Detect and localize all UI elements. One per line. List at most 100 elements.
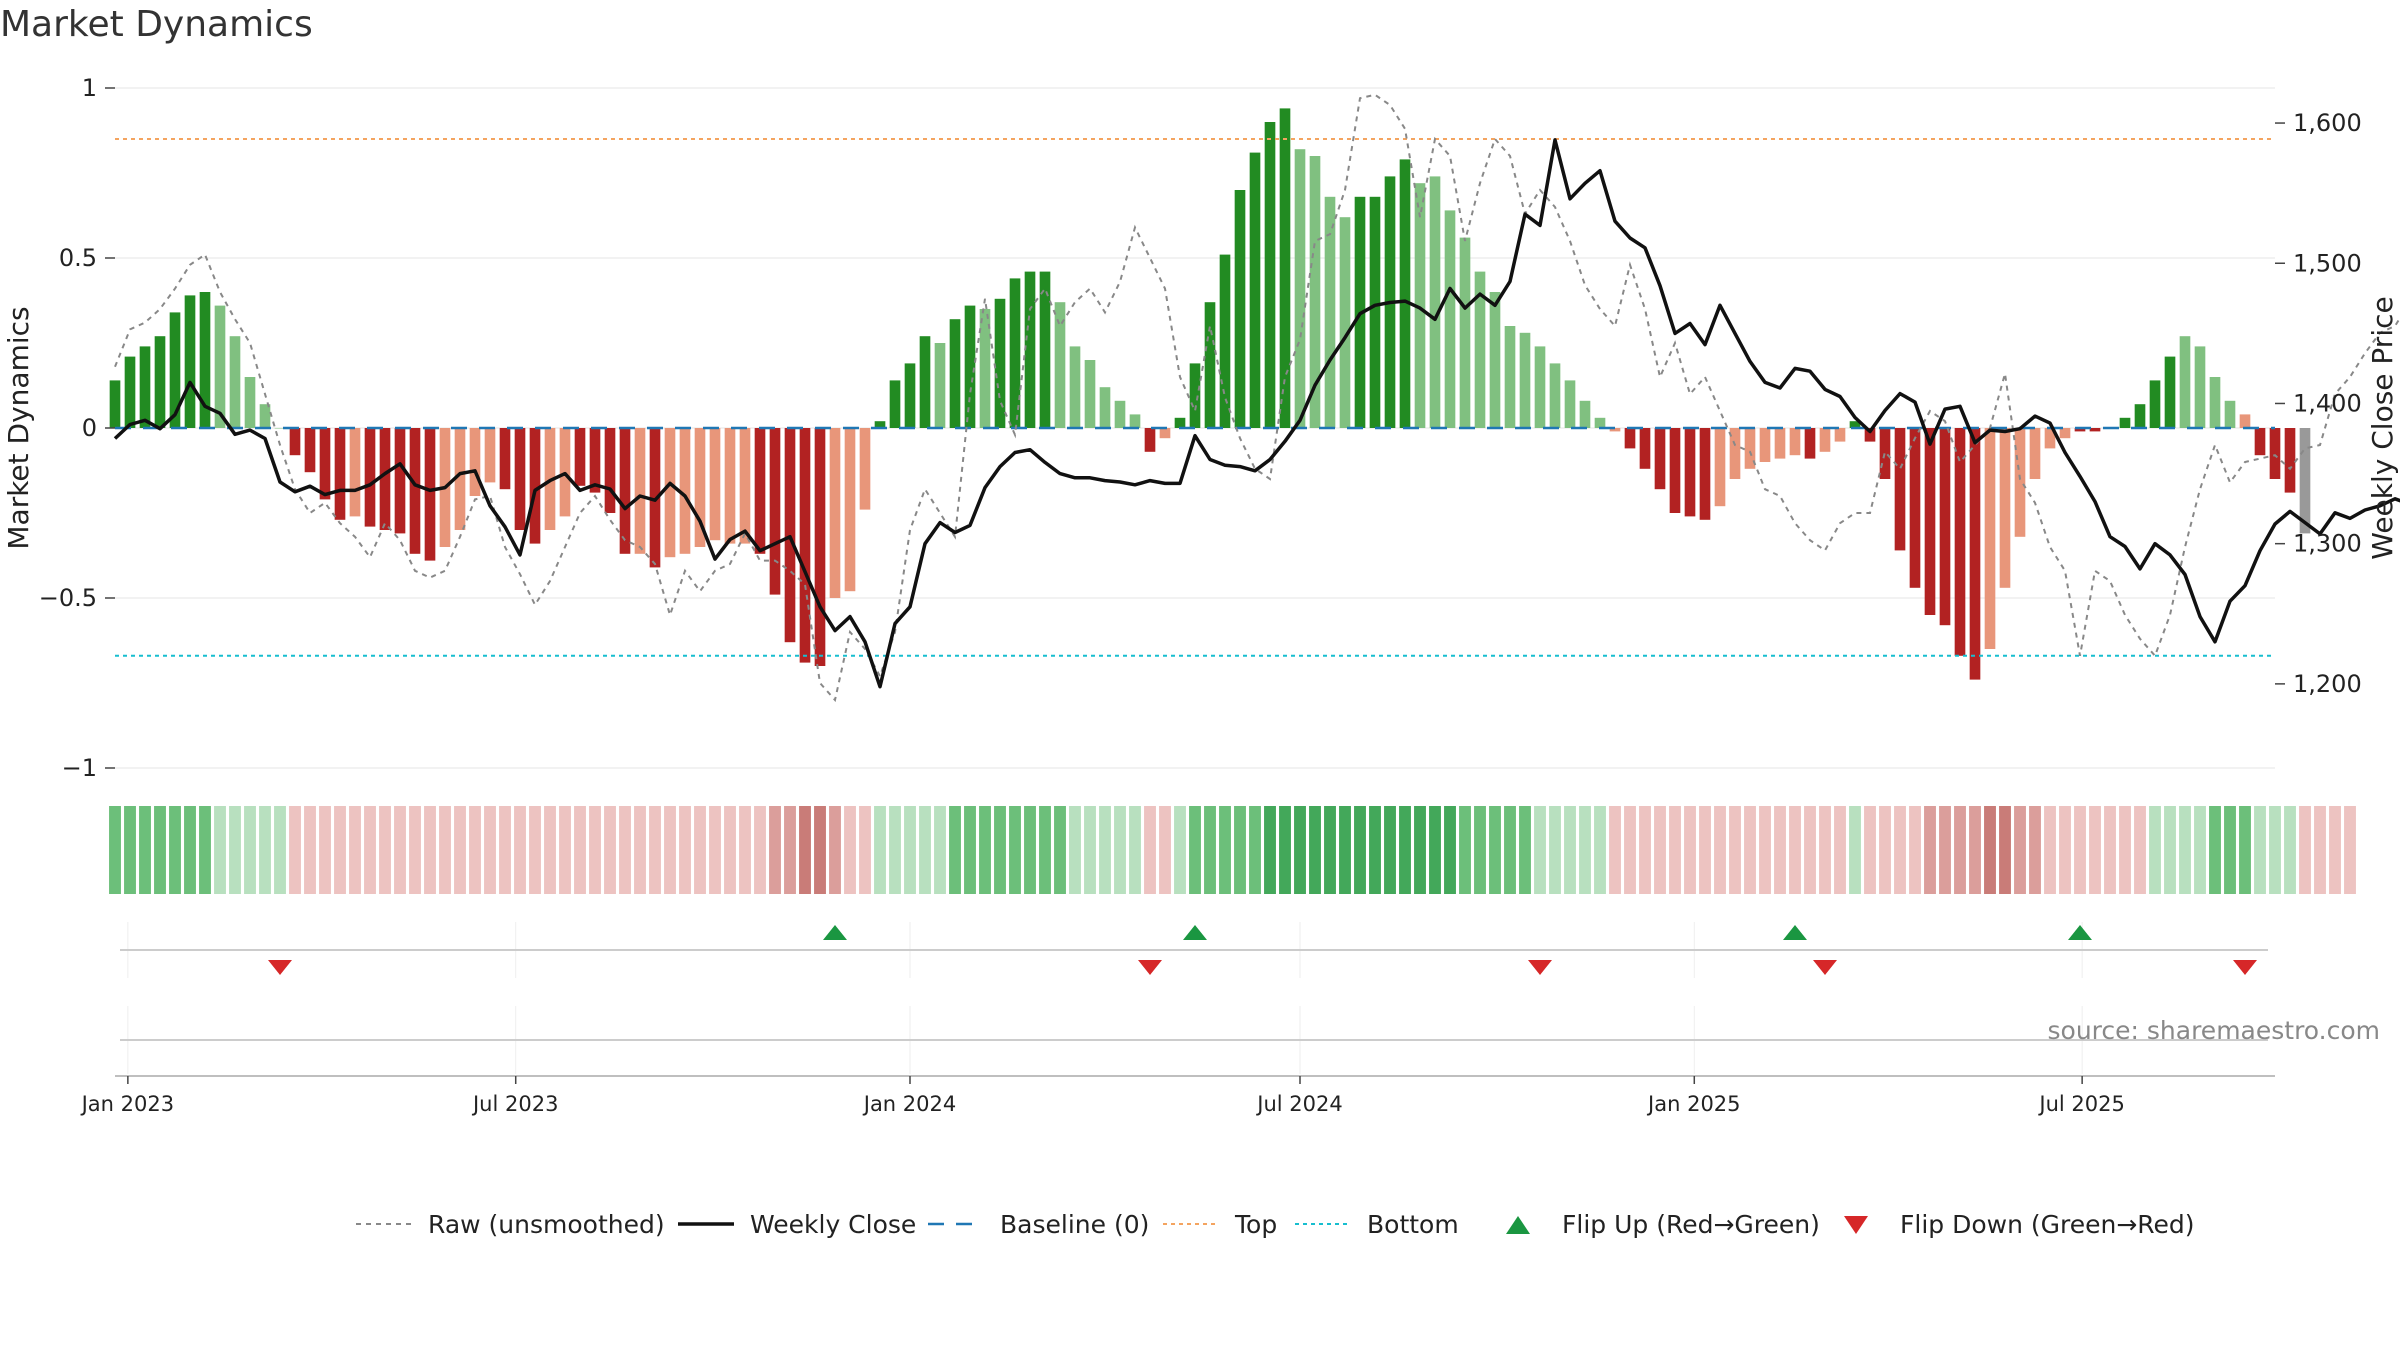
regime-cell (2014, 806, 2026, 894)
regime-cell (679, 806, 691, 894)
dynamics-bar (1309, 156, 1321, 428)
regime-cell (1594, 806, 1606, 894)
dynamics-bar (1114, 400, 1126, 428)
dynamics-bar (2074, 428, 2086, 432)
dynamics-bar (199, 292, 211, 428)
regime-cell (1954, 806, 1966, 894)
dynamics-bar (394, 428, 406, 534)
regime-cell (109, 806, 121, 894)
regime-cell (2224, 806, 2236, 894)
dynamics-bar (574, 428, 586, 486)
dynamics-bar (184, 295, 196, 428)
regime-cell (949, 806, 961, 894)
x-tick-label: Jan 2024 (862, 1092, 957, 1116)
x-tick-label: Jan 2023 (80, 1092, 175, 1116)
dynamics-bar (304, 428, 316, 473)
regime-cell (1774, 806, 1786, 894)
regime-cell (1819, 806, 1831, 894)
regime-cell (409, 806, 421, 894)
dynamics-bar (2059, 428, 2071, 439)
regime-cell (1414, 806, 1426, 894)
dynamics-bar (1549, 363, 1561, 428)
regime-cell (514, 806, 526, 894)
regime-cell (1654, 806, 1666, 894)
dynamics-bar (1834, 428, 1846, 442)
regime-cell (139, 806, 151, 894)
regime-cell (574, 806, 586, 894)
flip-up-marker (1183, 925, 1207, 940)
y-axis-label: Market Dynamics (2, 306, 35, 549)
dynamics-bar (829, 428, 841, 598)
dynamics-bar (1654, 428, 1666, 490)
regime-cell (1519, 806, 1531, 894)
regime-cell (1474, 806, 1486, 894)
regime-cell (1744, 806, 1756, 894)
dynamics-bar (2164, 356, 2176, 428)
regime-cell (1684, 806, 1696, 894)
flip-down-marker (1528, 960, 1552, 975)
regime-cell (634, 806, 646, 894)
regime-cell (994, 806, 1006, 894)
dynamics-bar (1219, 254, 1231, 428)
dynamics-bar (1204, 302, 1216, 428)
regime-cell (2269, 806, 2281, 894)
regime-cell (1369, 806, 1381, 894)
legend-label: Raw (unsmoothed) (428, 1210, 665, 1239)
regime-cell (1264, 806, 1276, 894)
dynamics-bar (1294, 149, 1306, 428)
regime-cell (469, 806, 481, 894)
dynamics-bar (2194, 346, 2206, 428)
y2-tick-label: 1,500 (2293, 249, 2362, 277)
dynamics-bar (154, 336, 166, 428)
dynamics-bar (1159, 428, 1171, 439)
regime-cell (394, 806, 406, 894)
regime-cell (934, 806, 946, 894)
dynamics-bar (1729, 428, 1741, 479)
regime-cell (1984, 806, 1996, 894)
regime-cell (649, 806, 661, 894)
regime-cell (484, 806, 496, 894)
regime-cell (424, 806, 436, 894)
regime-cell (439, 806, 451, 894)
dynamics-bar (1789, 428, 1801, 456)
flip-down-marker (1813, 960, 1837, 975)
dynamics-bar (1624, 428, 1636, 449)
regime-cell (1864, 806, 1876, 894)
regime-cell (1624, 806, 1636, 894)
dynamics-bar (109, 380, 121, 428)
dynamics-bar (1924, 428, 1936, 615)
regime-cell (2329, 806, 2341, 894)
dynamics-bar (694, 428, 706, 547)
legend: Raw (unsmoothed) Weekly Close Baseline (0)… (356, 1210, 2195, 1239)
dynamics-bar (2239, 414, 2251, 428)
dynamics-bar (1819, 428, 1831, 452)
regime-cell (724, 806, 736, 894)
dynamics-bar (1909, 428, 1921, 588)
regime-cell (1174, 806, 1186, 894)
dynamics-bar (2269, 428, 2281, 479)
regime-cell (1129, 806, 1141, 894)
regime-cell (274, 806, 286, 894)
dynamics-bar (1444, 210, 1456, 428)
regime-cell (694, 806, 706, 894)
y-tick-label: −1 (62, 754, 97, 782)
y-tick-label: −0.5 (39, 584, 97, 612)
regime-cell (2239, 806, 2251, 894)
flip-down-marker (268, 960, 292, 975)
weekly-close-line (113, 138, 2400, 689)
dynamics-bar (1519, 332, 1531, 428)
regime-cell (589, 806, 601, 894)
dynamics-bar (424, 428, 436, 561)
dynamics-bar (139, 346, 151, 428)
regime-cell (2254, 806, 2266, 894)
legend-label: Baseline (0) (1000, 1210, 1149, 1239)
y-tick-label: 1 (82, 74, 97, 102)
regime-cell (619, 806, 631, 894)
dynamics-bar (319, 428, 331, 500)
dynamics-bar (664, 428, 676, 558)
regime-cell (199, 806, 211, 894)
dynamics-bar (709, 428, 721, 541)
dynamics-bar (379, 428, 391, 530)
regime-cell (2299, 806, 2311, 894)
dynamics-bar (1339, 217, 1351, 428)
